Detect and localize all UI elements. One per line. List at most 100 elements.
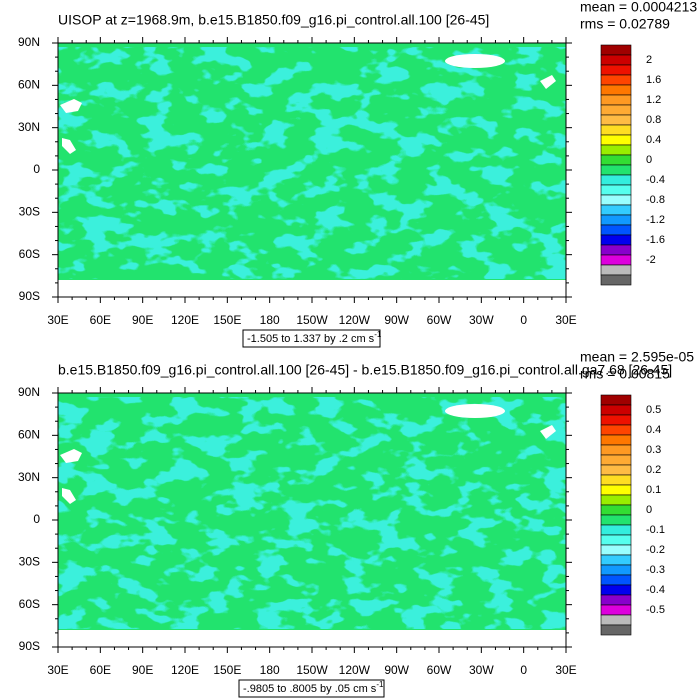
panel-title: UISOP at z=1968.9m, b.e15.B1850.f09_g16.… <box>58 12 489 28</box>
colorbar-box <box>600 624 632 636</box>
colorbar-box <box>600 104 632 116</box>
range-label: -.9805 to .8005 by .05 cm s-1 <box>243 680 384 695</box>
colorbar-label: 0.1 <box>646 484 661 496</box>
colorbar-label: 0.3 <box>646 444 661 456</box>
range-text: -1.505 to 1.337 by .2 cm s <box>247 333 375 345</box>
y-tick-label: 90N <box>18 385 40 399</box>
range-label: -1.505 to 1.337 by .2 cm s-1 <box>247 330 382 345</box>
colorbar-box <box>600 474 632 486</box>
colorbar-box <box>600 494 632 506</box>
colorbar-box <box>600 604 632 616</box>
missing-band <box>58 280 566 297</box>
y-tick-label: 30N <box>18 470 40 484</box>
y-tick-label: 0 <box>33 512 40 526</box>
y-tick-label: 90N <box>18 35 40 49</box>
colorbar-label: 0.2 <box>646 464 661 476</box>
y-tick-label: 30S <box>19 555 40 569</box>
x-tick-label: 90W <box>384 663 409 677</box>
x-tick-label: 120E <box>171 663 199 677</box>
colorbar-label: -2 <box>646 254 656 266</box>
x-tick-label: 30E <box>47 663 68 677</box>
x-tick-label: 30E <box>555 313 576 327</box>
x-tick-label: 90E <box>132 663 153 677</box>
colorbar-box <box>600 224 632 236</box>
colorbar-label: -1.6 <box>646 234 665 246</box>
colorbar-box <box>600 424 632 436</box>
x-tick-label: 0 <box>520 663 527 677</box>
range-text: -.9805 to .8005 by .05 cm s <box>243 683 377 695</box>
colorbar-box <box>600 54 632 66</box>
colorbar-label: 0.8 <box>646 114 661 126</box>
y-tick-label: 0 <box>33 162 40 176</box>
missing-area <box>445 54 505 68</box>
range-box <box>242 329 381 348</box>
colorbar-label: 0.4 <box>646 134 661 146</box>
x-tick-label: 30E <box>555 663 576 677</box>
colorbar-label: -0.4 <box>646 584 665 596</box>
panel-title: b.e15.B1850.f09_g16.pi_control.all.100 [… <box>58 362 672 378</box>
colorbar-box <box>600 84 632 96</box>
colorbar-box <box>600 44 632 56</box>
colorbar-box <box>600 414 632 426</box>
y-tick-label: 60S <box>19 247 40 261</box>
colorbar-box <box>600 574 632 586</box>
x-tick-label: 90E <box>132 313 153 327</box>
y-tick-label: 60N <box>18 78 40 92</box>
x-tick-label: 90W <box>384 313 409 327</box>
x-tick-label: 60W <box>427 663 452 677</box>
colorbar-box <box>600 614 632 626</box>
x-tick-label: 30W <box>469 313 494 327</box>
x-tick-label: 60E <box>90 313 111 327</box>
colorbar-box <box>600 144 632 156</box>
x-tick-label: 180 <box>260 663 280 677</box>
colorbar-box <box>600 114 632 126</box>
x-tick-label: 30E <box>47 313 68 327</box>
colorbar-label: -0.8 <box>646 194 665 206</box>
colorbar-box <box>600 204 632 216</box>
colorbar-box <box>600 534 632 546</box>
colorbar-box <box>600 434 632 446</box>
colorbar-box <box>600 154 632 166</box>
missing-area <box>540 425 556 439</box>
colorbar-box <box>600 214 632 226</box>
colorbar-label: 1.6 <box>646 74 661 86</box>
colorbar-label: 1.2 <box>646 94 661 106</box>
colorbar-box <box>600 184 632 196</box>
colorbar-label: -0.1 <box>646 524 665 536</box>
y-tick-label: 60N <box>18 428 40 442</box>
colorbar-box <box>600 554 632 566</box>
colorbar-box <box>600 94 632 106</box>
y-tick-label: 60S <box>19 597 40 611</box>
colorbar-box <box>600 394 632 406</box>
missing-area <box>540 75 556 89</box>
colorbar-label: 0.4 <box>646 424 661 436</box>
x-tick-label: 120W <box>339 663 371 677</box>
missing-area <box>445 404 505 418</box>
colorbar-box <box>600 404 632 416</box>
colorbar-label: -0.4 <box>646 174 665 186</box>
colorbar-box <box>600 264 632 276</box>
x-tick-label: 180 <box>260 313 280 327</box>
colorbar-box <box>600 274 632 286</box>
colorbar-box <box>600 244 632 256</box>
x-tick-label: 60W <box>427 313 452 327</box>
colorbar-box <box>600 524 632 536</box>
colorbar-label: -0.2 <box>646 544 665 556</box>
colorbar-label: -0.5 <box>646 604 665 616</box>
range-unit-exponent: -1 <box>376 680 384 689</box>
y-tick-label: 30N <box>18 120 40 134</box>
colorbar-box <box>600 74 632 86</box>
mean-label: mean = 0.0004213 <box>580 0 697 15</box>
map-field-texture <box>58 47 566 279</box>
colorbar-box <box>600 64 632 76</box>
colorbar-label: 0 <box>646 154 652 166</box>
missing-area <box>60 99 82 154</box>
colorbar-box <box>600 584 632 596</box>
missing-band <box>58 630 566 647</box>
colorbar-box <box>600 484 632 496</box>
map-field-texture <box>58 397 566 629</box>
y-tick-label: 30S <box>19 205 40 219</box>
colorbar-box <box>600 164 632 176</box>
x-tick-label: 120E <box>171 313 199 327</box>
